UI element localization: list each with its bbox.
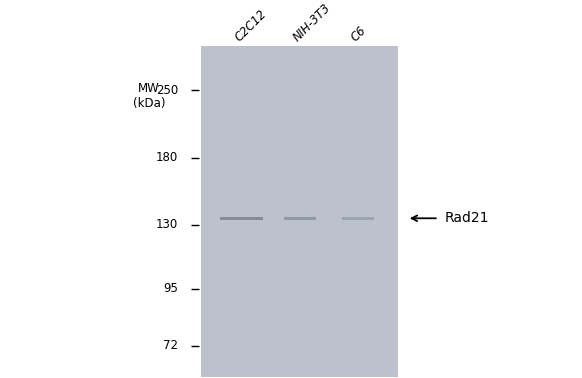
Text: 250: 250 [156,84,178,97]
Text: 180: 180 [156,151,178,164]
Text: MW
(kDa): MW (kDa) [133,82,165,110]
Text: NIH-3T3: NIH-3T3 [290,1,333,44]
Text: C2C12: C2C12 [233,7,269,44]
Bar [284,217,315,220]
Text: Rad21: Rad21 [445,211,489,225]
Text: 72: 72 [163,339,178,352]
Text: 95: 95 [163,282,178,296]
Bar [201,46,398,376]
Text: 130: 130 [156,218,178,231]
Text: C6: C6 [349,23,369,44]
Bar [342,217,374,220]
Bar [220,217,264,220]
